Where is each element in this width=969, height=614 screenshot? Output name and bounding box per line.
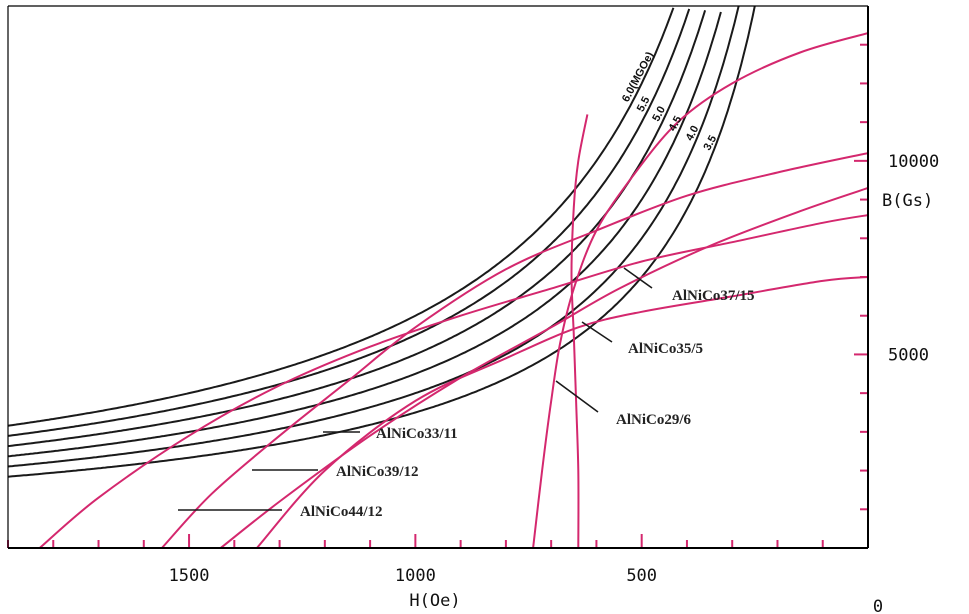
energy-product-label: 3.5 bbox=[701, 133, 719, 152]
x-tick-label: 1000 bbox=[395, 566, 436, 586]
energy-product-label: 5.5 bbox=[635, 95, 653, 114]
series-label: AlNiCo44/12 bbox=[300, 504, 383, 520]
energy-product-label: 4.0 bbox=[684, 124, 702, 143]
y-axis-title: B(Gs) bbox=[882, 191, 933, 211]
series-label: AlNiCo33/11 bbox=[376, 426, 458, 442]
series-label: AlNiCo37/15 bbox=[672, 288, 755, 304]
series-label: AlNiCo29/6 bbox=[616, 412, 692, 428]
energy-product-curve bbox=[8, 5, 739, 467]
series-label: AlNiCo35/5 bbox=[628, 341, 703, 357]
y-tick-label: 10000 bbox=[888, 152, 939, 172]
energy-product-curve bbox=[8, 9, 689, 436]
energy-product-label: 5.0 bbox=[650, 104, 668, 123]
x-tick-label: 0 bbox=[873, 597, 883, 614]
series-label: AlNiCo39/12 bbox=[336, 464, 419, 480]
y-tick-label: 5000 bbox=[888, 345, 929, 365]
callout-leader bbox=[582, 322, 612, 342]
energy-product-curve bbox=[8, 12, 721, 456]
energy-product-label: 6.0(MGOe) bbox=[620, 50, 657, 105]
x-tick-label: 1500 bbox=[169, 566, 210, 586]
axes: H(Oe) B(Gs) bbox=[8, 6, 933, 611]
x-tick-label: 500 bbox=[626, 566, 657, 586]
x-axis-title: H(Oe) bbox=[409, 591, 460, 611]
